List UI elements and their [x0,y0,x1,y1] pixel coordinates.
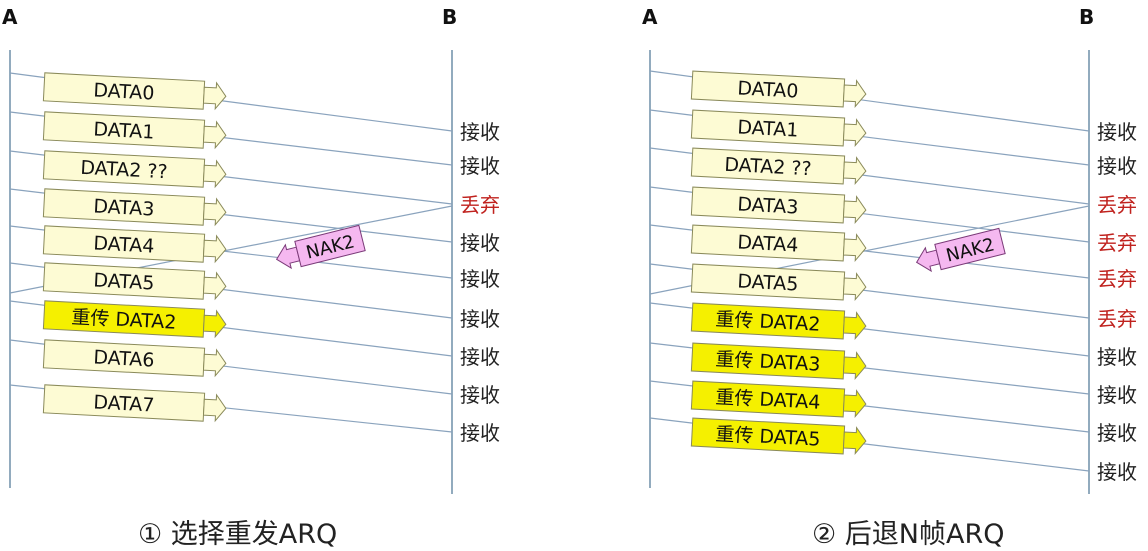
frame-arrowhead [842,311,867,341]
receiver-discard-label: 丢弃 [460,193,500,217]
receiver-accept-label: 接收 [1097,345,1137,369]
receiver-accept-label: 接收 [460,307,500,331]
frame-arrow: DATA2 ?? [690,147,867,186]
frame-arrow: DATA3 [690,186,867,225]
frame-label: DATA6 [93,346,155,371]
frame-label: DATA1 [93,118,155,143]
frame-label: DATA0 [737,77,799,102]
receiver-accept-label: 接收 [1097,120,1137,144]
selective-repeat-panel: A B DATA0 DATA1 DATA2 ?? DATA3 DATA4 DATA5 重传 DA… [2,5,500,494]
nak-arrowhead [915,246,941,273]
endpoint-b-label: B [442,5,457,29]
frame-arrow: DATA5 [42,262,227,301]
receiver-accept-label: 接收 [1097,460,1137,484]
frame-arrowhead [202,81,227,111]
frame-arrow: 重传 DATA4 [690,380,867,419]
receiver-accept-label: 接收 [1097,421,1137,445]
frame-arrowhead [202,234,227,264]
frame-label: 重传 DATA5 [715,423,821,450]
frame-label: DATA3 [737,193,799,218]
frame-arrow: 重传 DATA2 [690,302,867,341]
frame-arrowhead [842,79,867,109]
receiver-accept-label: 接收 [1097,154,1137,178]
receiver-accept-label: 接收 [460,120,500,144]
receiver-discard-label: 丢弃 [1097,231,1137,255]
endpoint-b-label: B [1079,5,1094,29]
frame-arrowhead [202,271,227,301]
frame-arrowhead [202,393,227,423]
go-back-n-panel: A B DATA0 DATA1 DATA2 ?? DATA3 DATA4 DATA5 重传 DA… [642,5,1137,494]
receiver-accept-label: 接收 [1097,383,1137,407]
receiver-accept-label: 接收 [460,383,500,407]
frame-arrow: DATA1 [42,111,227,150]
frame-arrow: DATA0 [690,70,867,109]
frame-arrowhead [202,348,227,378]
frame-arrowhead [202,120,227,150]
frame-label: DATA4 [93,232,155,257]
frame-arrowhead [842,118,867,148]
frame-label: 重传 DATA2 [71,306,177,333]
frame-arrow: DATA2 ?? [42,150,227,189]
frame-arrow: DATA5 [690,263,867,302]
endpoint-a-label: A [2,5,18,29]
receiver-accept-label: 接收 [460,267,500,291]
frame-arrowhead [842,195,867,225]
frame-arrowhead [202,159,227,189]
frame-arrowhead [842,156,867,186]
frame-arrowhead [202,309,227,339]
frame-arrowhead [202,197,227,227]
receiver-discard-label: 丢弃 [1097,267,1137,291]
go-back-n-caption: ② 后退N帧ARQ [812,519,1005,550]
frame-arrow: 重传 DATA3 [690,342,867,381]
frame-arrowhead [842,233,867,263]
frame-label: DATA7 [93,391,155,416]
frame-arrow: DATA3 [42,188,227,227]
frame-arrowhead [842,272,867,302]
frame-arrow: DATA7 [42,384,227,423]
frame-label: DATA2 ?? [724,154,812,181]
frame-label: 重传 DATA3 [715,348,821,375]
frame-arrow: DATA1 [690,109,867,148]
nak-arrowhead [275,243,301,270]
frame-label: DATA2 ?? [80,157,168,184]
frame-label: 重传 DATA4 [715,386,821,413]
frame-label: DATA1 [737,116,799,141]
frame-label: DATA3 [93,195,155,220]
nak-body [934,227,1006,271]
receiver-discard-label: 丢弃 [1097,193,1137,217]
frame-label: DATA5 [737,270,799,295]
receiver-accept-label: 接收 [460,231,500,255]
selective-repeat-caption: ① 选择重发ARQ [138,519,338,550]
nak-body [294,224,366,268]
receiver-accept-label: 接收 [460,345,500,369]
frame-label: DATA5 [93,269,155,294]
receiver-accept-label: 接收 [460,154,500,178]
frame-label: DATA0 [93,79,155,104]
frame-arrowhead [842,389,867,419]
frame-arrow: DATA4 [42,225,227,264]
frame-label: DATA4 [737,231,799,256]
frame-arrow: DATA4 [690,224,867,263]
frame-arrowhead [842,426,867,456]
frame-arrowhead [842,351,867,381]
frame-arrow: 重传 DATA5 [690,417,867,456]
frame-label: 重传 DATA2 [715,308,821,335]
receiver-accept-label: 接收 [460,421,500,445]
frame-arrow: DATA6 [42,339,227,378]
endpoint-a-label: A [642,5,658,29]
frame-arrow: 重传 DATA2 [42,300,227,339]
receiver-discard-label: 丢弃 [1097,307,1137,331]
nak-arrow: NAK2 [915,227,1006,273]
frame-arrow: DATA0 [42,72,227,111]
